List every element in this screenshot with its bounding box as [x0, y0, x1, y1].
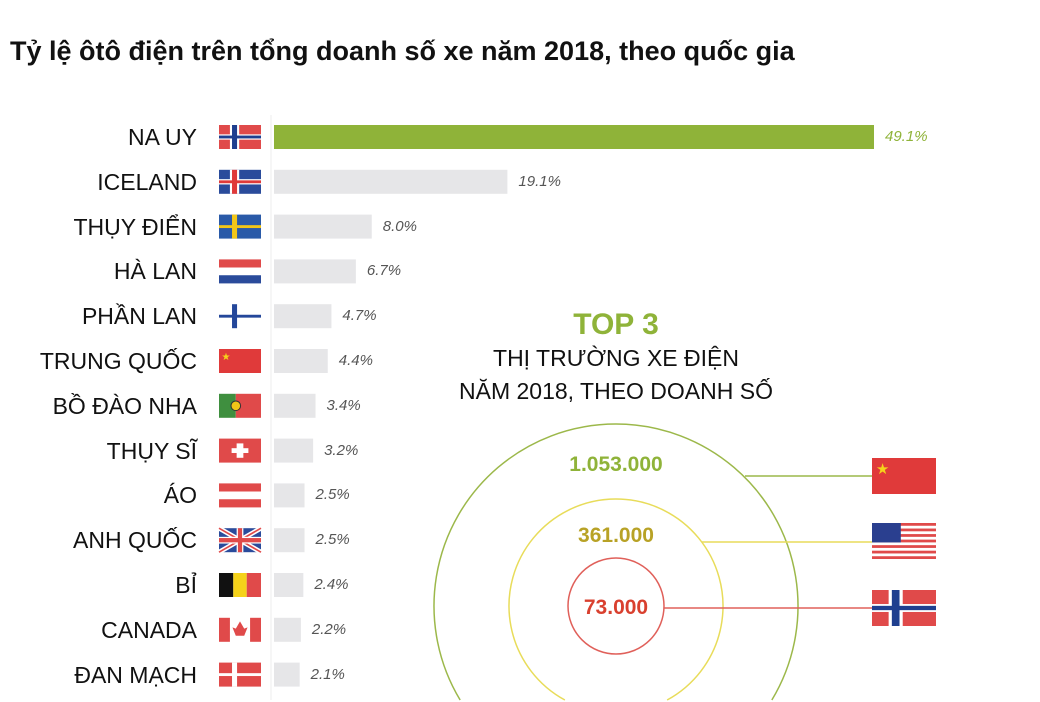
country-label: THỤY ĐIỂN	[73, 213, 197, 240]
bar-canada	[274, 617, 301, 642]
bar-iceland	[274, 169, 508, 194]
norway-flag-icon	[872, 590, 936, 626]
country-label: ĐAN MẠCH	[74, 661, 197, 688]
uk-flag-icon	[217, 526, 263, 555]
bar-china	[274, 349, 328, 373]
value-label: 8.0%	[382, 217, 417, 235]
belgium-flag-icon	[219, 573, 261, 597]
bar-switzerland	[274, 438, 314, 463]
bar-austria	[274, 483, 305, 508]
value-label: 2.5%	[315, 486, 350, 504]
top3-subtitle-line2: NĂM 2018, THEO DOANH SỐ	[459, 378, 773, 404]
bar-denmark	[274, 662, 300, 687]
country-label: ICELAND	[97, 168, 197, 195]
bar-belgium	[274, 573, 304, 597]
bar-netherlands	[274, 259, 356, 284]
chart-title: Tỷ lệ ôtô điện trên tổng doanh số xe năm…	[10, 36, 795, 66]
country-label: BỒ ĐÀO NHA	[52, 392, 197, 419]
denmark-flag-icon	[219, 662, 261, 687]
value-label: 2.4%	[314, 576, 349, 593]
value-label: 2.1%	[310, 665, 345, 683]
top3-subtitle-line1: THỊ TRƯỜNG XE ĐIỆN	[493, 345, 739, 371]
country-label: CANADA	[101, 616, 197, 643]
bar-finland	[274, 304, 332, 329]
circle-value-china: 1.053.000	[569, 453, 663, 476]
austria-flag-icon	[219, 483, 261, 508]
norway-flag-icon	[219, 125, 261, 149]
netherlands-flag-icon	[219, 259, 261, 284]
value-label: 6.7%	[366, 262, 402, 280]
usa-flag-icon	[872, 523, 936, 559]
sweden-flag-icon	[219, 214, 261, 239]
svg-text:★: ★	[876, 461, 890, 478]
bar-norway	[274, 125, 874, 149]
country-label: TRUNG QUỐC	[39, 348, 197, 374]
country-label: THỤY SĨ	[106, 437, 197, 464]
circle-value-usa: 361.000	[578, 524, 654, 547]
country-label: NA UY	[127, 124, 197, 150]
bar-uk	[274, 528, 305, 553]
svg-text:★: ★	[222, 352, 231, 363]
portugal-flag-icon	[219, 393, 261, 418]
value-label: 4.4%	[338, 352, 373, 369]
value-label: 4.7%	[342, 307, 377, 325]
canada-flag-icon	[219, 617, 261, 642]
value-label: 2.5%	[315, 531, 350, 549]
value-label: 2.2%	[311, 620, 347, 638]
circle-norway	[567, 557, 665, 655]
bar-sweden	[274, 214, 372, 239]
circle-china	[433, 423, 799, 701]
country-label: HÀ LAN	[113, 258, 197, 285]
value-label: 3.4%	[326, 396, 361, 414]
iceland-flag-icon	[219, 169, 261, 194]
value-label: 19.1%	[518, 172, 561, 190]
country-label: BỈ	[175, 572, 197, 598]
circle-value-norway: 73.000	[583, 596, 649, 619]
country-label: ANH QUỐC	[73, 527, 197, 554]
china-flag-icon: ★	[872, 458, 936, 494]
china-flag-icon: ★	[219, 349, 261, 373]
circle-usa	[508, 498, 724, 701]
finland-flag-icon	[219, 304, 261, 329]
value-label: 49.1%	[885, 128, 928, 145]
country-label: ÁO	[163, 482, 197, 509]
bar-portugal	[274, 393, 316, 418]
country-label: PHẦN LAN	[81, 303, 197, 330]
top3-heading: TOP 3	[573, 308, 659, 341]
value-label: 3.2%	[324, 441, 359, 459]
switzerland-flag-icon	[219, 438, 261, 463]
